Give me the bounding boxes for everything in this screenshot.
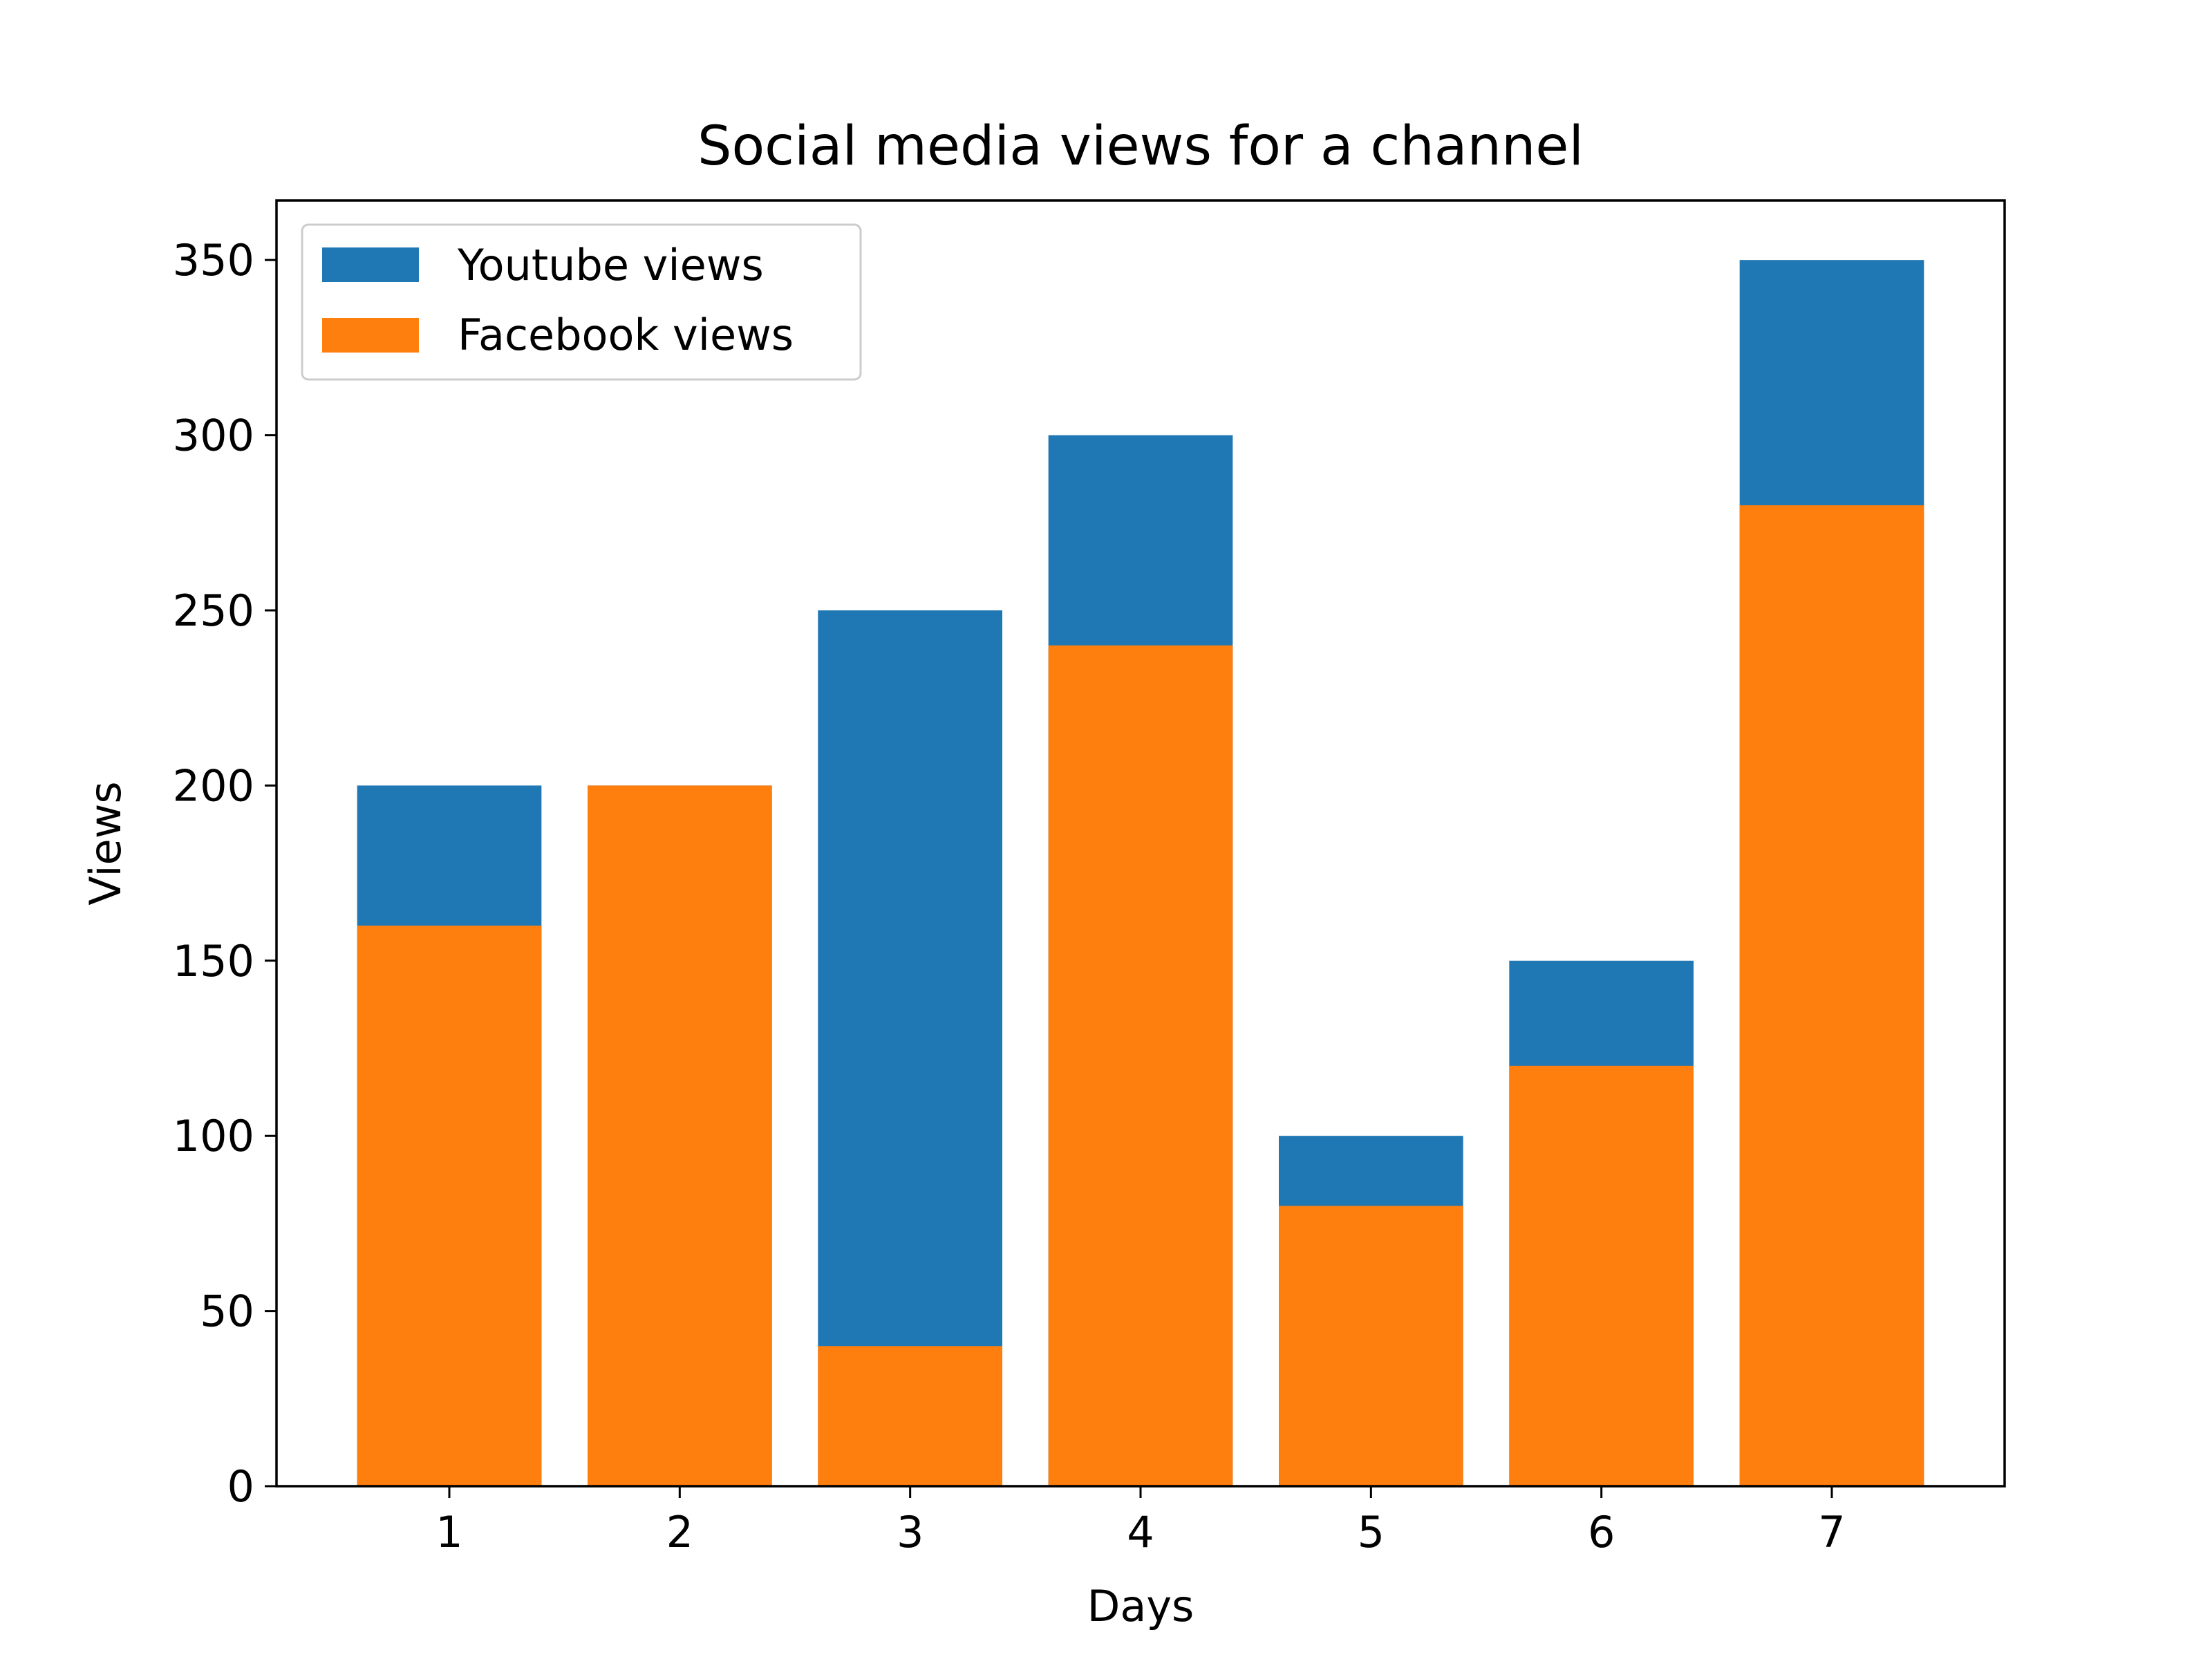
legend: Youtube views Facebook views bbox=[301, 223, 862, 381]
legend-label-youtube: Youtube views bbox=[457, 240, 764, 290]
x-tick-label: 1 bbox=[435, 1507, 462, 1557]
y-axis-label: Views bbox=[80, 781, 131, 905]
y-tick-label: 0 bbox=[227, 1461, 254, 1512]
y-tick-label: 200 bbox=[173, 760, 254, 811]
x-tick-label: 6 bbox=[1588, 1507, 1615, 1557]
y-tick-label: 300 bbox=[173, 411, 254, 461]
x-axis: 1 2 3 4 5 6 7 bbox=[435, 1486, 1846, 1557]
x-tick-label: 3 bbox=[897, 1507, 924, 1557]
x-axis-label: Days bbox=[1087, 1581, 1194, 1631]
y-tick-label: 150 bbox=[173, 936, 254, 986]
bar-facebook-day-1 bbox=[357, 926, 542, 1486]
bar-facebook-day-5 bbox=[1279, 1206, 1463, 1486]
bar-youtube-day-3 bbox=[818, 610, 1002, 1487]
bar-facebook-day-7 bbox=[1739, 505, 1924, 1486]
x-tick-label: 5 bbox=[1358, 1507, 1385, 1557]
bar-facebook-day-6 bbox=[1509, 1065, 1694, 1486]
x-tick-label: 2 bbox=[666, 1507, 693, 1557]
chart-title: Social media views for a channel bbox=[697, 115, 1584, 178]
bars-layer bbox=[357, 260, 1924, 1487]
bar-facebook-day-2 bbox=[588, 785, 772, 1486]
y-tick-label: 350 bbox=[173, 235, 254, 285]
legend-swatch-facebook bbox=[322, 318, 419, 353]
legend-frame bbox=[301, 223, 862, 381]
x-tick-label: 7 bbox=[1818, 1507, 1845, 1557]
bar-facebook-day-4 bbox=[1048, 645, 1233, 1486]
y-axis: 0 50 100 150 200 250 300 350 bbox=[173, 235, 276, 1512]
bar-facebook-day-3 bbox=[818, 1346, 1002, 1486]
y-tick-label: 50 bbox=[200, 1286, 254, 1337]
y-tick-label: 100 bbox=[173, 1111, 254, 1161]
legend-swatch-youtube bbox=[322, 247, 419, 282]
x-tick-label: 4 bbox=[1127, 1507, 1154, 1557]
y-tick-label: 250 bbox=[173, 585, 254, 636]
legend-label-facebook: Facebook views bbox=[458, 310, 794, 360]
